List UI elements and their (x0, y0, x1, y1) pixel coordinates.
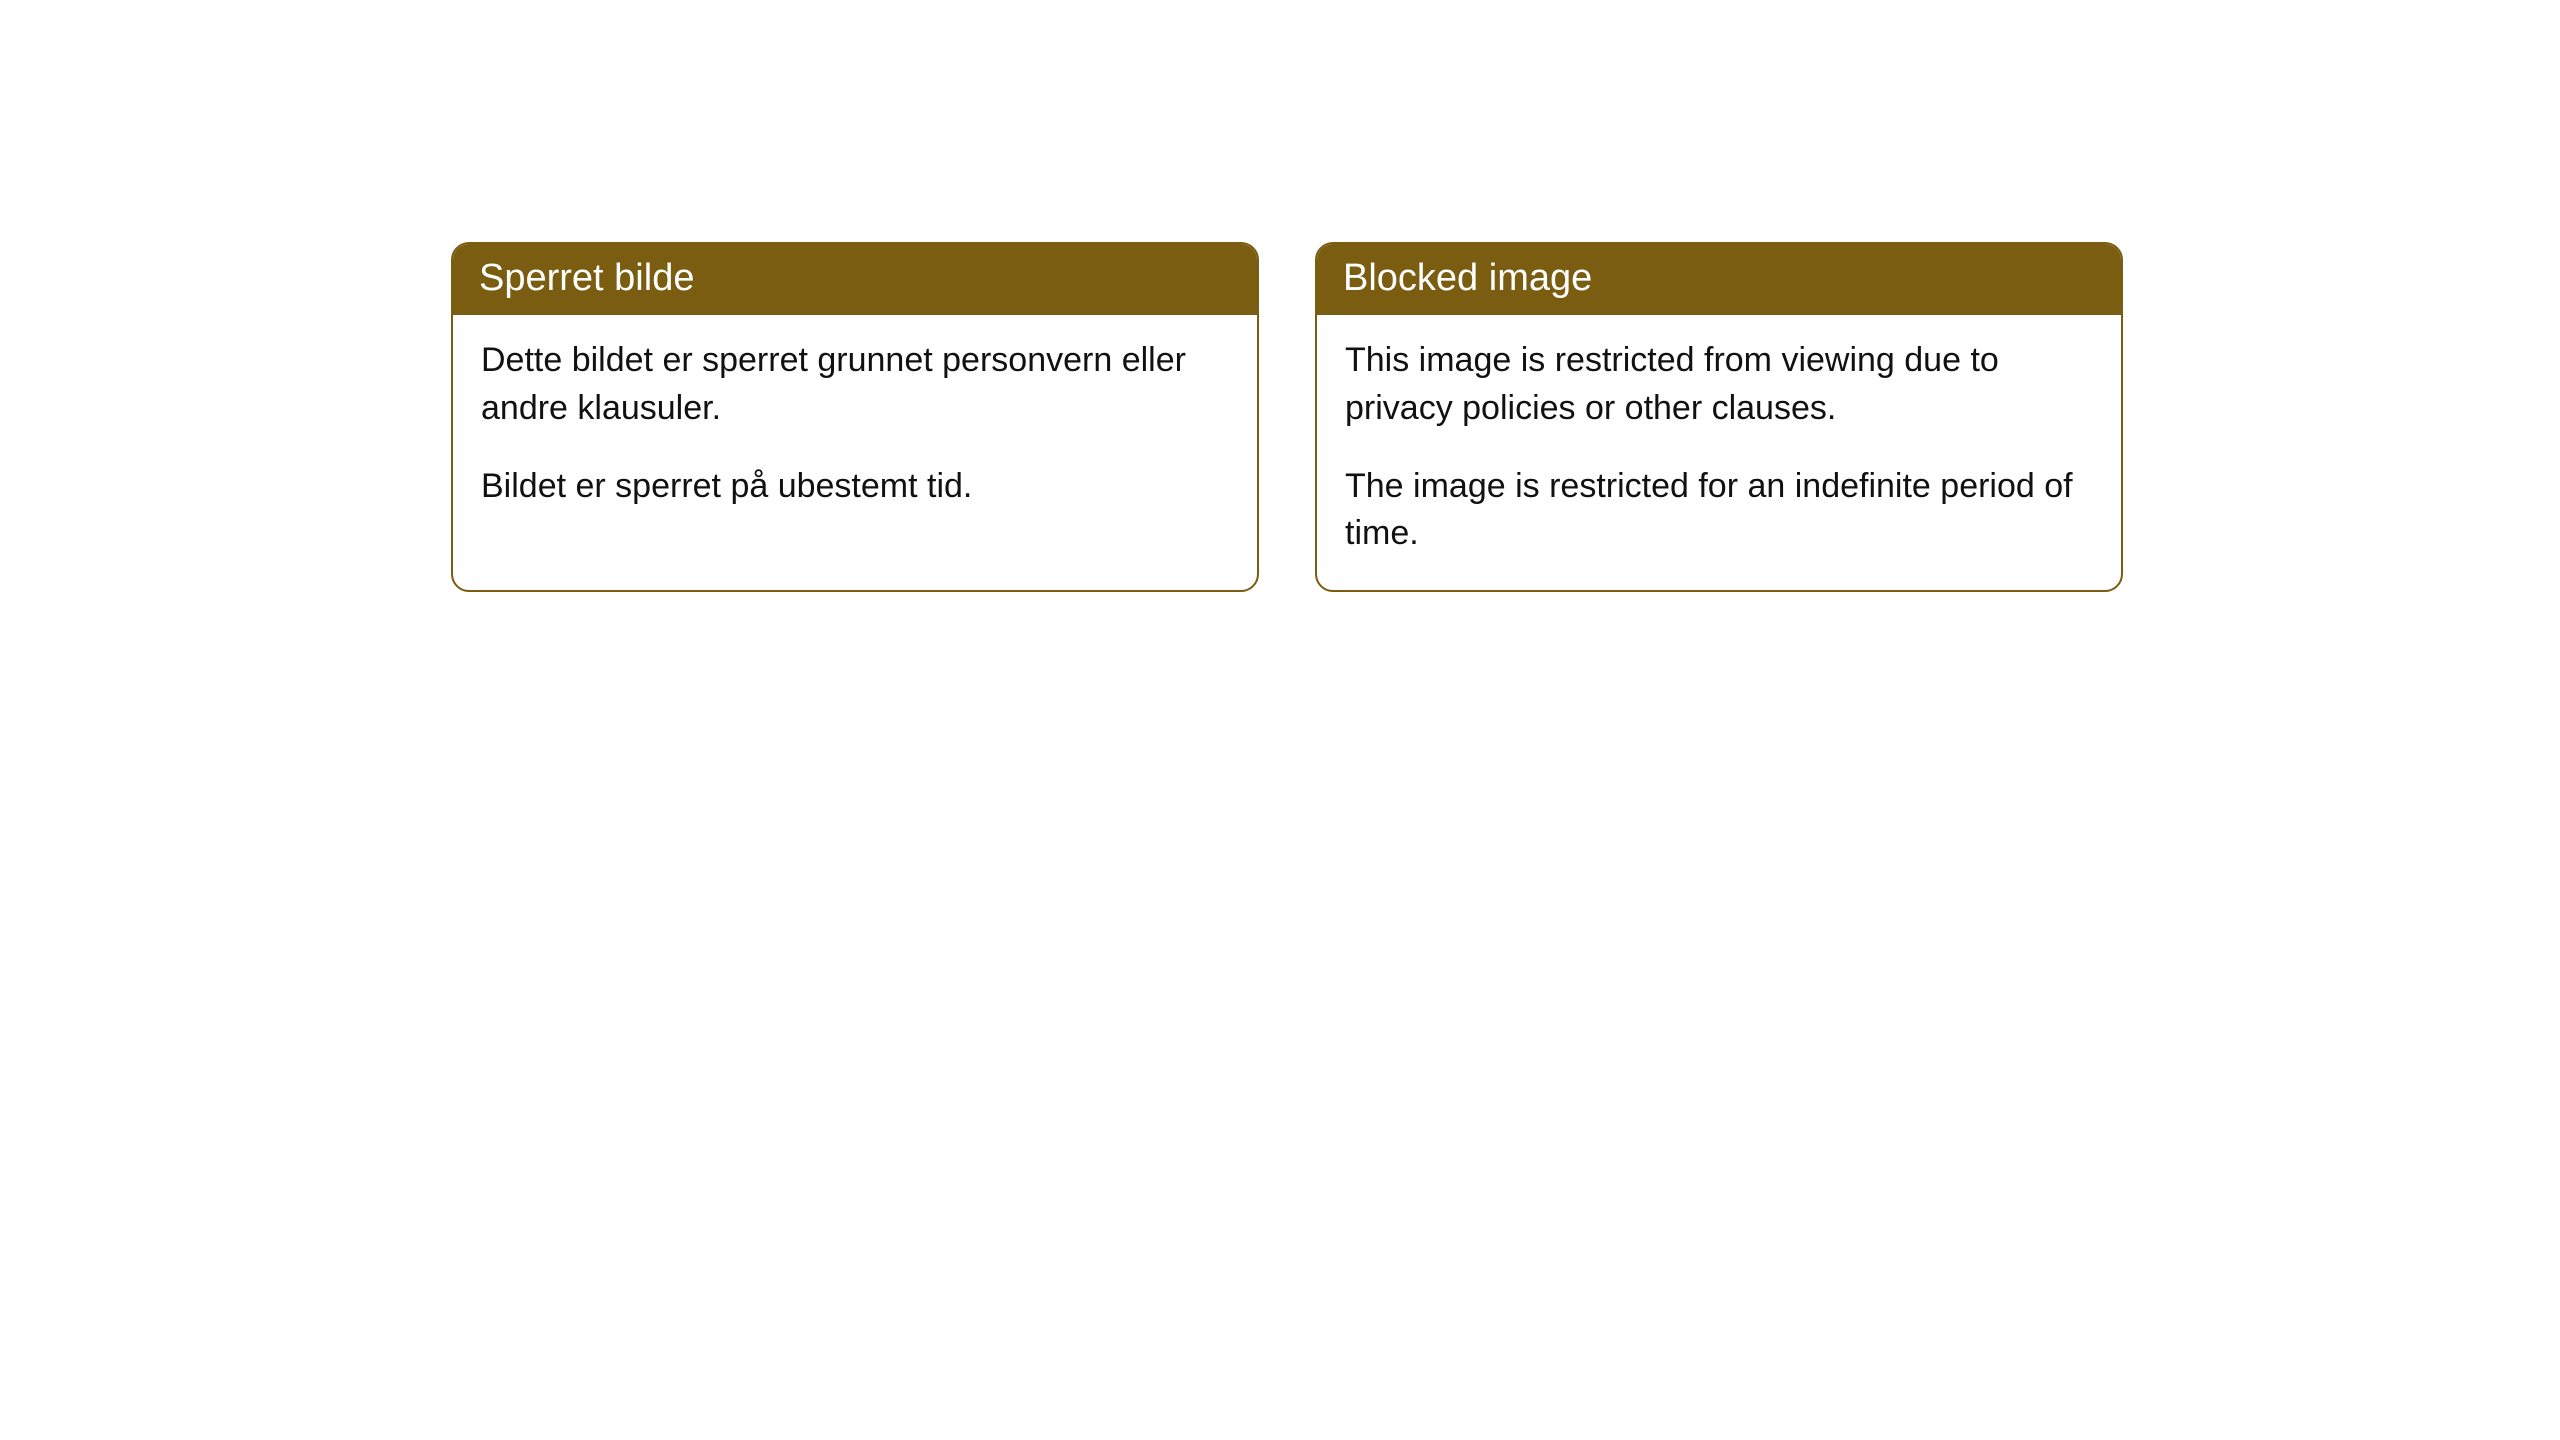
card-paragraph: Dette bildet er sperret grunnet personve… (481, 337, 1229, 432)
card-paragraph: This image is restricted from viewing du… (1345, 337, 2093, 432)
card-header: Sperret bilde (453, 244, 1257, 315)
blocked-image-card-norwegian: Sperret bilde Dette bildet er sperret gr… (451, 242, 1259, 592)
notice-cards-container: Sperret bilde Dette bildet er sperret gr… (451, 242, 2123, 592)
card-paragraph: The image is restricted for an indefinit… (1345, 463, 2093, 558)
blocked-image-card-english: Blocked image This image is restricted f… (1315, 242, 2123, 592)
card-header: Blocked image (1317, 244, 2121, 315)
card-body: This image is restricted from viewing du… (1317, 315, 2121, 589)
card-body: Dette bildet er sperret grunnet personve… (453, 315, 1257, 542)
card-paragraph: Bildet er sperret på ubestemt tid. (481, 463, 1229, 511)
